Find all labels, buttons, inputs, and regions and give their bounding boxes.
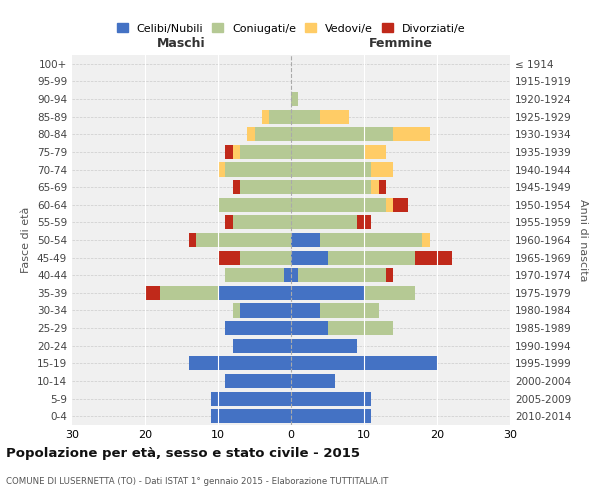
Bar <box>284 268 291 282</box>
Bar <box>371 180 379 194</box>
Bar <box>226 162 291 176</box>
Bar <box>320 233 422 247</box>
Bar <box>226 216 233 230</box>
Bar <box>211 392 291 406</box>
Bar <box>218 162 226 176</box>
Bar <box>386 198 393 212</box>
Bar <box>247 127 254 142</box>
Bar <box>291 110 320 124</box>
Bar <box>254 127 291 142</box>
Bar <box>393 127 430 142</box>
Bar <box>240 145 291 159</box>
Bar <box>240 180 291 194</box>
Bar <box>291 198 386 212</box>
Bar <box>291 180 371 194</box>
Bar <box>291 268 298 282</box>
Bar <box>371 162 393 176</box>
Bar <box>291 145 364 159</box>
Bar <box>269 110 291 124</box>
Bar <box>298 268 386 282</box>
Bar <box>291 338 356 353</box>
Bar <box>233 304 240 318</box>
Bar <box>320 110 349 124</box>
Text: Popolazione per età, sesso e stato civile - 2015: Popolazione per età, sesso e stato civil… <box>6 448 360 460</box>
Bar <box>415 250 452 264</box>
Bar <box>218 286 291 300</box>
Bar <box>291 127 393 142</box>
Bar <box>196 233 291 247</box>
Bar <box>291 92 298 106</box>
Bar <box>291 250 328 264</box>
Bar <box>393 198 408 212</box>
Bar <box>291 304 320 318</box>
Bar <box>422 233 430 247</box>
Bar <box>145 286 160 300</box>
Bar <box>211 409 291 423</box>
Bar <box>240 304 291 318</box>
Bar <box>364 145 386 159</box>
Bar <box>262 110 269 124</box>
Bar <box>328 250 415 264</box>
Bar <box>291 321 328 335</box>
Bar <box>291 216 356 230</box>
Bar <box>233 338 291 353</box>
Bar <box>233 180 240 194</box>
Bar <box>291 286 364 300</box>
Bar <box>226 321 291 335</box>
Bar <box>328 321 393 335</box>
Bar <box>226 145 233 159</box>
Y-axis label: Anni di nascita: Anni di nascita <box>578 198 588 281</box>
Bar <box>189 233 196 247</box>
Bar <box>233 145 240 159</box>
Bar <box>291 162 371 176</box>
Text: Maschi: Maschi <box>157 36 206 50</box>
Bar <box>386 268 393 282</box>
Text: Femmine: Femmine <box>368 36 433 50</box>
Bar <box>320 304 379 318</box>
Bar <box>226 374 291 388</box>
Bar <box>226 268 284 282</box>
Bar <box>356 216 371 230</box>
Legend: Celibi/Nubili, Coniugati/e, Vedovi/e, Divorziati/e: Celibi/Nubili, Coniugati/e, Vedovi/e, Di… <box>113 20 469 37</box>
Bar <box>364 286 415 300</box>
Bar <box>189 356 291 370</box>
Bar <box>291 409 371 423</box>
Y-axis label: Fasce di età: Fasce di età <box>22 207 31 273</box>
Bar <box>291 392 371 406</box>
Bar <box>218 250 240 264</box>
Bar <box>218 198 291 212</box>
Bar <box>233 216 291 230</box>
Bar <box>240 250 291 264</box>
Bar <box>291 233 320 247</box>
Bar <box>291 356 437 370</box>
Bar <box>379 180 386 194</box>
Bar <box>291 374 335 388</box>
Bar <box>160 286 218 300</box>
Text: COMUNE DI LUSERNETTA (TO) - Dati ISTAT 1° gennaio 2015 - Elaborazione TUTTITALIA: COMUNE DI LUSERNETTA (TO) - Dati ISTAT 1… <box>6 478 388 486</box>
